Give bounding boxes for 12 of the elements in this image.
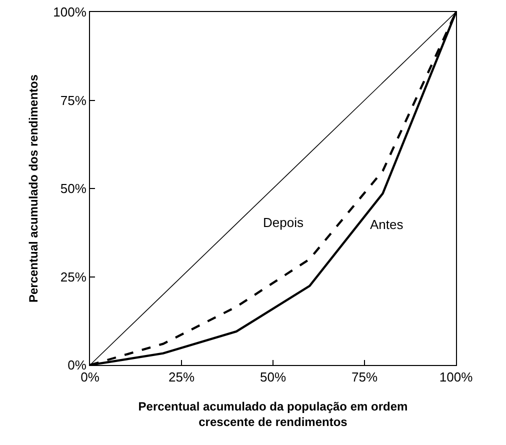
y-tick-label: 25% — [60, 269, 87, 284]
x-axis-title: Percentual acumulado da população em ordem crescente de rendimentos — [138, 400, 408, 430]
x-tick-label: 75% — [351, 370, 378, 385]
series-label: Depois — [263, 215, 304, 230]
x-tick-label: 50% — [260, 370, 286, 385]
y-tick-label: 75% — [60, 92, 87, 108]
y-tick-label: 50% — [60, 181, 87, 196]
x-tick-label: 25% — [168, 370, 195, 385]
series-label: Antes — [370, 217, 404, 232]
y-tick-label: 100% — [53, 4, 87, 20]
y-axis-title: Percentual acumulado dos rendimentos — [26, 74, 40, 303]
x-tick-label: 100% — [439, 370, 474, 385]
